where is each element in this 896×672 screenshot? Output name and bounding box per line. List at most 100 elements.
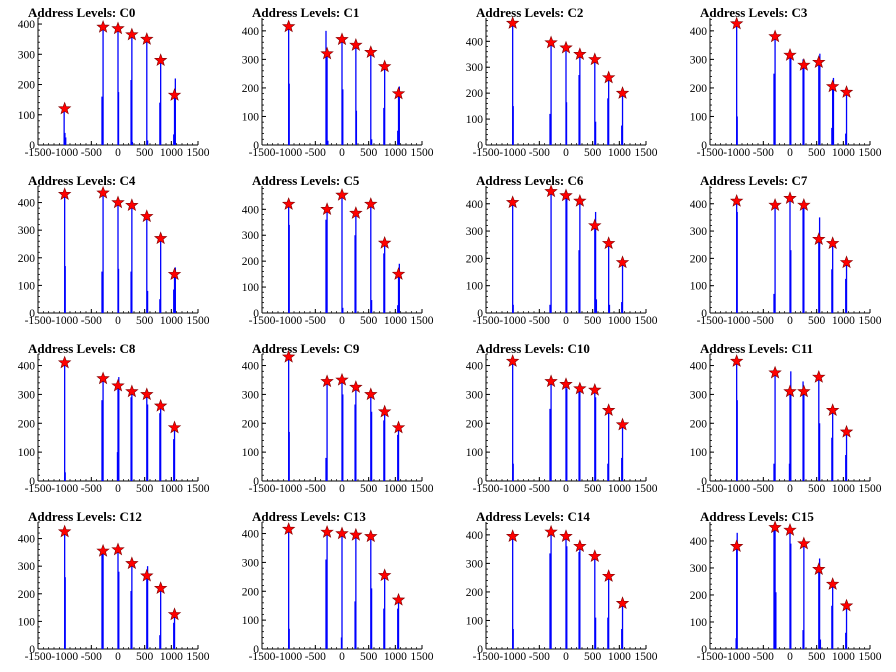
peak-marker: [797, 536, 811, 550]
chart-title: Address Levels: C9: [252, 341, 360, 356]
chart-title: Address Levels: C2: [476, 5, 583, 20]
peak-marker: [839, 255, 854, 269]
peak-marker: [364, 529, 378, 543]
y-tick-label: 400: [18, 198, 36, 210]
y-tick-label: 100: [690, 281, 708, 293]
peak-marker: [96, 371, 110, 385]
chart-panel: Address Levels: C12 0 100 200 300 400 -1500 -10…: [0, 504, 224, 672]
y-tick-label: 100: [690, 447, 708, 459]
peak-marker: [559, 377, 573, 391]
x-tick-label: -1000: [723, 315, 750, 327]
peak-marker: [615, 255, 630, 269]
y-tick-label: 100: [466, 114, 484, 126]
chart-panel: Address Levels: C0 0 100 200 300 400 -1500 -100…: [0, 0, 224, 168]
y-tick-label: 0: [701, 476, 707, 488]
x-tick-label: 1000: [832, 651, 855, 663]
y-tick-label: 0: [29, 140, 35, 152]
y-tick-label: 100: [466, 447, 484, 459]
peak-marker: [57, 187, 72, 200]
chart-panel: Address Levels: C9 0 100 200 300 400 -1500 -100…: [224, 336, 448, 504]
peak-marker: [335, 32, 349, 46]
chart-title: Address Levels: C3: [700, 5, 808, 20]
chart-panel: Address Levels: C10 0 100 200 300 400 -1500 -10…: [448, 336, 672, 504]
chart-title: Address Levels: C13: [252, 509, 366, 524]
peak-marker: [601, 403, 616, 416]
x-tick-label: 0: [115, 147, 121, 159]
y-tick-label: 400: [242, 26, 260, 38]
peak-marker: [544, 524, 558, 538]
y-tick-label: 300: [242, 54, 260, 66]
x-tick-label: -1500: [249, 651, 276, 663]
x-tick-label: -1000: [51, 147, 78, 159]
y-tick-label: 200: [466, 418, 484, 430]
y-tick-label: 300: [242, 230, 260, 242]
chart-panel: Address Levels: C6 0 100 200 300 400 -1500 -100…: [448, 168, 672, 336]
y-tick-label: 400: [18, 361, 36, 373]
peak-marker: [320, 202, 334, 216]
y-tick-label: 100: [466, 615, 484, 627]
peak-marker: [588, 218, 602, 232]
peak-marker: [349, 38, 363, 51]
y-tick-label: 300: [690, 226, 708, 238]
peak-marker: [320, 46, 334, 60]
x-tick-label: 1500: [411, 651, 434, 663]
y-tick-label: 400: [690, 536, 708, 548]
peak-marker: [615, 596, 630, 610]
peak-marker: [111, 195, 125, 209]
y-tick-label: 100: [18, 616, 36, 628]
x-tick-label: -1000: [275, 315, 302, 327]
y-tick-label: 300: [242, 389, 260, 401]
x-tick-label: -500: [305, 147, 326, 159]
peak-marker: [825, 236, 840, 250]
x-tick-label: -500: [81, 483, 102, 495]
peak-marker: [140, 32, 154, 45]
y-tick-label: 400: [466, 199, 484, 211]
peak-marker: [588, 52, 602, 66]
y-tick-label: 200: [18, 589, 36, 601]
chart-panel: Address Levels: C11 0 100 200 300 400 -1500 -10…: [672, 336, 896, 504]
x-tick-label: -1000: [51, 315, 78, 327]
x-tick-label: 500: [808, 483, 826, 495]
y-tick-label: 300: [242, 557, 260, 569]
x-tick-label: 1500: [187, 483, 210, 495]
y-tick-label: 200: [466, 253, 484, 265]
x-tick-label: 1000: [832, 315, 855, 327]
chart-panel: Address Levels: C3 0 100 200 300 400 -1500 -100…: [672, 0, 896, 168]
x-tick-label: 500: [584, 147, 602, 159]
x-tick-label: 500: [360, 651, 378, 663]
x-tick-label: 1000: [384, 483, 407, 495]
peak-marker: [335, 188, 349, 201]
peak-marker: [167, 607, 182, 621]
x-tick-label: -500: [81, 147, 102, 159]
x-tick-label: 1000: [160, 651, 183, 663]
y-tick-label: 300: [466, 558, 484, 570]
x-tick-label: 1000: [608, 483, 631, 495]
y-tick-label: 400: [242, 529, 260, 541]
y-tick-label: 300: [466, 389, 484, 401]
x-tick-label: 500: [584, 483, 602, 495]
peak-marker: [281, 197, 296, 210]
x-tick-label: 500: [360, 483, 378, 495]
y-tick-label: 300: [18, 389, 36, 401]
x-tick-label: 1000: [384, 651, 407, 663]
peak-marker: [377, 568, 392, 582]
y-tick-label: 0: [701, 308, 707, 320]
x-tick-label: 0: [563, 651, 569, 663]
peak-marker: [559, 40, 573, 54]
x-tick-label: 1000: [160, 483, 183, 495]
x-tick-label: -1500: [249, 483, 276, 495]
chart-svg: Address Levels: C6 0 100 200 300 400 -1500 -100…: [466, 173, 658, 327]
chart-svg: Address Levels: C3 0 100 200 300 400 -1500 -100…: [690, 5, 882, 159]
peak-marker: [391, 420, 406, 434]
chart-svg: Address Levels: C12 0 100 200 300 400 -1500 -10…: [18, 509, 210, 663]
chart-title: Address Levels: C14: [476, 509, 590, 524]
peak-marker: [140, 568, 154, 582]
peak-marker: [364, 45, 378, 58]
peak-marker: [825, 577, 840, 590]
x-tick-label: -1500: [25, 651, 52, 663]
y-tick-label: 400: [466, 361, 484, 373]
x-tick-label: 1500: [635, 315, 658, 327]
peak-marker: [839, 424, 854, 438]
chart-svg: Address Levels: C5 0 100 200 300 400 -1500 -100…: [242, 173, 434, 327]
y-tick-label: 200: [690, 418, 708, 430]
